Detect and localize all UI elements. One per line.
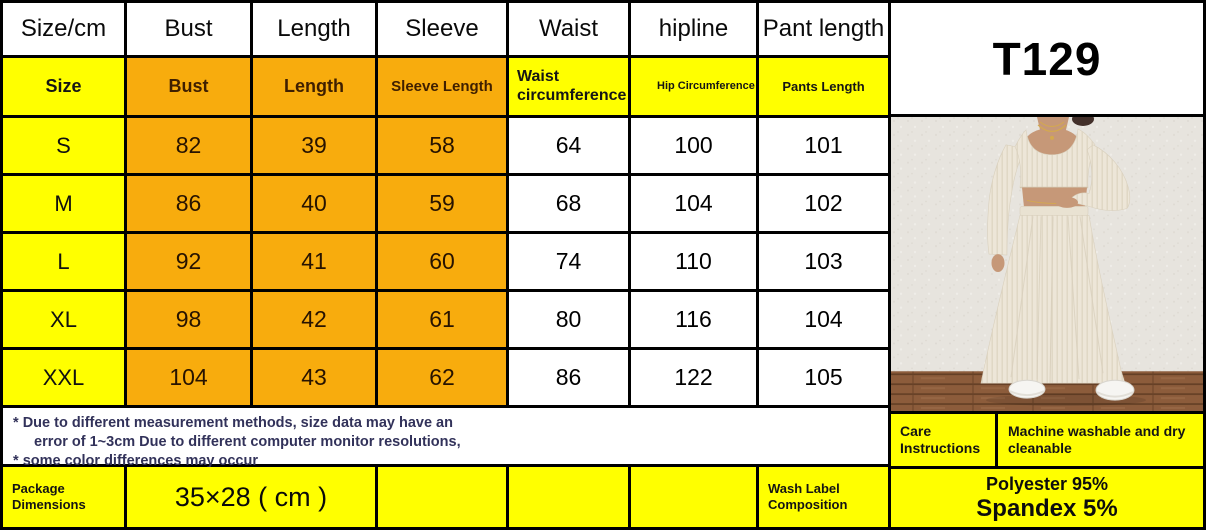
waist-value: 86 <box>509 350 628 405</box>
empty-cell <box>509 467 628 527</box>
sleeve-value: 61 <box>378 292 506 347</box>
pant-length-value: 104 <box>759 292 888 347</box>
product-photo <box>891 117 1203 411</box>
empty-cell <box>378 467 506 527</box>
product-panel: T129 <box>888 0 1206 530</box>
right-sleeve <box>1068 144 1131 211</box>
disclaimer-line: * Due to different measurement methods, … <box>13 415 453 431</box>
pant-length-value: 103 <box>759 234 888 289</box>
hipline-value: 110 <box>631 234 756 289</box>
length-value: 42 <box>253 292 375 347</box>
subheader-hip-circumference: Hip Circumference <box>631 58 756 115</box>
pants-crease <box>1036 216 1042 380</box>
composition-polyester: Polyester 95% <box>985 473 1109 494</box>
pants-crease <box>1010 216 1034 378</box>
left-hand <box>991 254 1005 272</box>
crop-top <box>1014 128 1096 188</box>
pant-length-value: 102 <box>759 176 888 231</box>
necklace <box>1039 121 1065 127</box>
bust-value: 92 <box>127 234 250 289</box>
sneaker-sole <box>1096 391 1134 398</box>
sleeve-value: 58 <box>378 118 506 173</box>
column-header-length: Length <box>253 3 375 55</box>
bust-value: 104 <box>127 350 250 405</box>
size-label: XXL <box>3 350 124 405</box>
necklace <box>1037 124 1067 132</box>
size-label: S <box>3 118 124 173</box>
hipline-value: 100 <box>631 118 756 173</box>
size-label: L <box>3 234 124 289</box>
subheader-pants-length: Pants Length <box>759 58 888 115</box>
model-photo-illustration <box>891 117 1203 411</box>
column-header-size-cm: Size/cm <box>3 3 124 55</box>
subheader-sleeve-length: Sleeve Length <box>378 58 506 115</box>
care-instructions-value: Machine washable and dry cleanable <box>998 414 1203 466</box>
bust-value: 86 <box>127 176 250 231</box>
model-figure <box>980 117 1135 401</box>
product-code: T129 <box>992 32 1102 85</box>
composition-spandex: Spandex 5% <box>976 494 1118 522</box>
subheader-length: Length <box>253 58 375 115</box>
pant-length-value: 105 <box>759 350 888 405</box>
pants-crease <box>1049 216 1054 384</box>
hipline-value: 122 <box>631 350 756 405</box>
hipline-value: 116 <box>631 292 756 347</box>
column-header-hipline: hipline <box>631 3 756 55</box>
sleeve-value: 62 <box>378 350 506 405</box>
care-instructions-row: Care Instructions Machine washable and d… <box>891 414 1203 466</box>
size-label: M <box>3 176 124 231</box>
pant-length-value: 101 <box>759 118 888 173</box>
subheader-size: Size <box>3 58 124 115</box>
pants-waistband <box>1019 206 1089 216</box>
length-value: 39 <box>253 118 375 173</box>
necklace-pendant <box>1050 135 1054 140</box>
column-header-pant-length: Pant length <box>759 3 888 55</box>
column-header-bust: Bust <box>127 3 250 55</box>
hipline-value: 104 <box>631 176 756 231</box>
size-label: XL <box>3 292 124 347</box>
subheader-bust: Bust <box>127 58 250 115</box>
pants-crease <box>1067 216 1080 380</box>
bust-value: 82 <box>127 118 250 173</box>
hair-bun <box>1072 117 1094 126</box>
sleeve-value: 60 <box>378 234 506 289</box>
column-header-sleeve: Sleeve <box>378 3 506 55</box>
right-hand <box>1056 196 1078 208</box>
fabric-composition-cell: Polyester 95% Spandex 5% <box>891 469 1203 527</box>
size-chart-table: Size/cm Bust Length Sleeve Waist hipline… <box>3 3 888 527</box>
left-sleeve <box>987 144 1027 256</box>
care-instructions-label: Care Instructions <box>891 414 995 466</box>
sleeve-value: 59 <box>378 176 506 231</box>
sneaker-sole <box>1009 390 1045 397</box>
waist-value: 80 <box>509 292 628 347</box>
product-code-cell: T129 <box>891 3 1203 114</box>
length-value: 41 <box>253 234 375 289</box>
waist-value: 68 <box>509 176 628 231</box>
bust-value: 98 <box>127 292 250 347</box>
column-header-waist: Waist <box>509 3 628 55</box>
model-chest <box>1025 127 1079 158</box>
length-value: 40 <box>253 176 375 231</box>
length-value: 43 <box>253 350 375 405</box>
waist-value: 64 <box>509 118 628 173</box>
empty-cell <box>631 467 756 527</box>
package-dimensions-value: 35×28 ( cm ) <box>127 467 375 527</box>
pants-crease <box>1079 216 1104 374</box>
subheader-waist-circumference: Waist circumference <box>509 58 628 115</box>
wash-label-composition-label: Wash Label Composition <box>759 467 888 527</box>
measurement-disclaimer: * Due to different measurement methods, … <box>3 408 888 469</box>
disclaimer-line: * some color differences may occur <box>13 452 259 469</box>
waist-value: 74 <box>509 234 628 289</box>
disclaimer-line: error of 1~3cm Due to different computer… <box>34 433 461 450</box>
package-dimensions-label: Package Dimensions <box>3 467 124 527</box>
